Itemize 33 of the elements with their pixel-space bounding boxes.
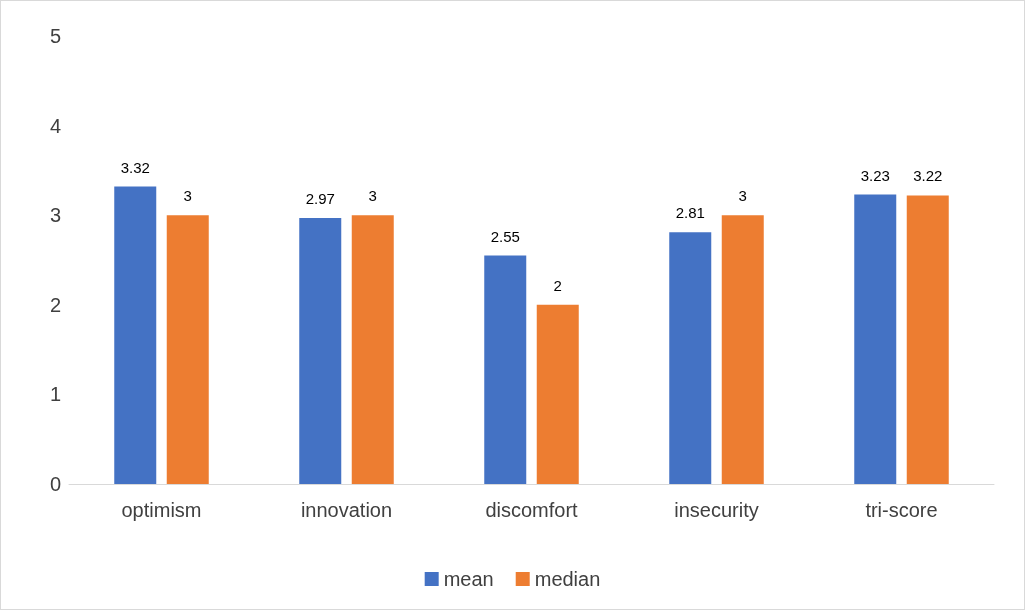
y-tick-label: 2 bbox=[49, 293, 61, 316]
bar bbox=[166, 215, 209, 484]
data-label: 2.97 bbox=[305, 189, 335, 207]
data-label: 3 bbox=[368, 187, 377, 205]
bar bbox=[854, 194, 897, 484]
bar bbox=[669, 232, 712, 484]
bar bbox=[721, 215, 764, 484]
data-label: 2 bbox=[553, 276, 562, 294]
bar bbox=[484, 255, 527, 484]
data-label: 2.55 bbox=[490, 227, 520, 245]
y-tick-label: 4 bbox=[49, 114, 61, 137]
legend-label: mean bbox=[443, 568, 494, 590]
x-tick-label: tri-score bbox=[865, 499, 938, 521]
data-label: 3.23 bbox=[860, 166, 890, 184]
bar bbox=[536, 304, 579, 484]
data-label: 3.22 bbox=[913, 167, 943, 185]
x-tick-label: insecurity bbox=[674, 499, 759, 521]
data-label: 2.81 bbox=[675, 204, 705, 222]
bar bbox=[114, 186, 157, 484]
y-tick-label: 0 bbox=[49, 473, 61, 495]
y-tick-label: 5 bbox=[49, 25, 61, 47]
bar bbox=[351, 215, 394, 484]
x-tick-label: discomfort bbox=[485, 499, 579, 521]
x-tick-label: optimism bbox=[121, 499, 202, 521]
bar bbox=[299, 217, 342, 484]
bar bbox=[906, 195, 949, 484]
x-tick-label: innovation bbox=[300, 499, 393, 521]
y-tick-label: 1 bbox=[49, 383, 61, 406]
legend-label: median bbox=[534, 568, 601, 590]
data-label: 3 bbox=[738, 187, 747, 205]
y-tick-label: 3 bbox=[49, 204, 61, 227]
data-label: 3.32 bbox=[120, 158, 150, 176]
data-label: 3 bbox=[183, 187, 192, 205]
